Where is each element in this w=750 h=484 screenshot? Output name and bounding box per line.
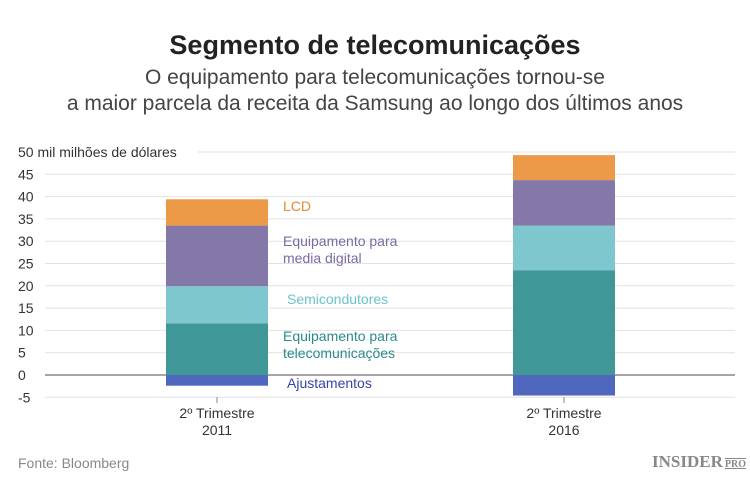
bar-segment — [166, 286, 268, 324]
x-tick-label: 2016 — [548, 422, 579, 438]
y-tick-label: 25 — [18, 256, 34, 272]
series-label: Semicondutores — [287, 291, 388, 307]
x-tick-label: 2º Trimestre — [526, 405, 601, 421]
series-label: Equipamento para — [283, 233, 398, 249]
insider-pro-logo: INSIDER PRO — [652, 452, 746, 471]
x-tick-label: 2º Trimestre — [179, 405, 254, 421]
bar-segment — [166, 323, 268, 375]
chart-subtitle-line-1: O equipamento para telecomunicações torn… — [145, 66, 605, 89]
series-label: LCD — [283, 198, 311, 214]
y-tick-label: 15 — [18, 300, 34, 316]
x-tick-label: 2011 — [202, 422, 232, 438]
y-tick-label: 30 — [18, 233, 34, 249]
bar-segment — [513, 270, 615, 375]
bar-segment — [166, 225, 268, 287]
chart-title: Segmento de telecomunicações — [169, 30, 581, 60]
bar-segment — [166, 199, 268, 226]
bar-segment — [513, 180, 615, 226]
series-label: Ajustamentos — [287, 375, 372, 391]
y-tick-label: 10 — [18, 322, 34, 338]
y-tick-label: 40 — [18, 189, 34, 205]
chart-subtitle-line-2: a maior parcela da receita da Samsung ao… — [66, 92, 684, 115]
bar-segment — [166, 375, 268, 386]
series-label: Equipamento para — [283, 328, 398, 344]
series-label: telecomunicações — [283, 345, 395, 361]
y-tick-label: -5 — [18, 389, 31, 405]
y-tick-label: 0 — [18, 367, 26, 383]
y-tick-label: 50 mil milhões de dólares — [18, 144, 177, 160]
y-tick-label: 5 — [18, 345, 26, 361]
y-tick-label: 45 — [18, 166, 34, 182]
series-label: media digital — [283, 250, 362, 266]
bar-segment — [513, 225, 615, 271]
y-tick-label: 35 — [18, 211, 34, 227]
y-tick-label: 20 — [18, 278, 34, 294]
bar-segment — [513, 155, 615, 181]
bar-segment — [513, 375, 615, 396]
source-note: Fonte: Bloomberg — [18, 455, 130, 471]
